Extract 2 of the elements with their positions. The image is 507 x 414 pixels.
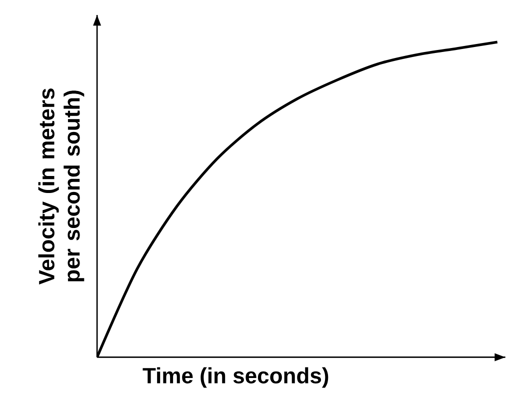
y-axis-title: Velocity (in meters per second south) (38, 88, 84, 284)
x-axis-title: Time (in seconds) (142, 367, 328, 388)
